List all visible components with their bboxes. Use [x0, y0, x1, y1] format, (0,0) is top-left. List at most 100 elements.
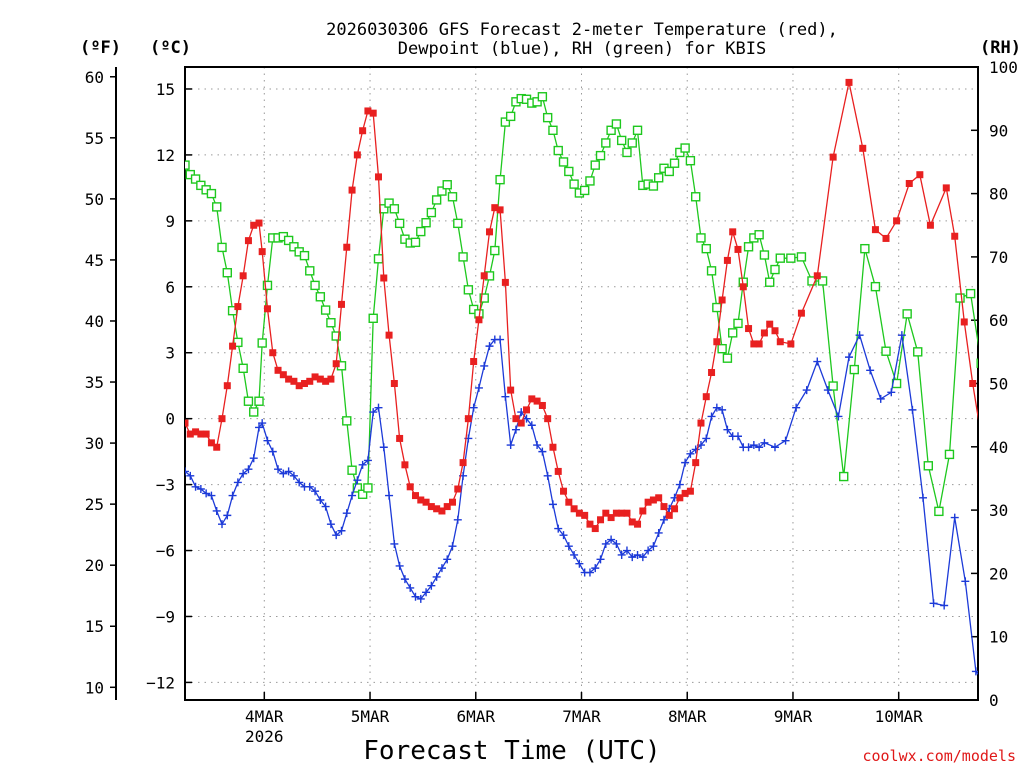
temperature-point	[713, 338, 721, 346]
dewpoint-point	[374, 403, 383, 412]
temperature-point	[311, 373, 319, 381]
dewpoint-point	[348, 491, 357, 500]
temperature-point	[766, 320, 774, 328]
dewpoint-point	[596, 555, 605, 564]
rh-point	[585, 176, 595, 186]
temperature-point	[549, 443, 557, 451]
temperature-point	[218, 415, 226, 423]
dewpoint-point	[866, 366, 875, 375]
temperature-point	[581, 511, 589, 519]
temperature-point	[671, 505, 679, 513]
x-tick-label: 5MAR	[351, 707, 390, 726]
rh-point	[257, 338, 267, 348]
rh-point	[217, 242, 227, 253]
dewpoint-point	[363, 456, 372, 465]
temperature-point	[1001, 479, 1008, 486]
rh-point	[373, 254, 384, 264]
f-tick-label: 55	[85, 129, 104, 148]
dewpoint-point	[400, 575, 409, 584]
credit-link[interactable]: coolwx.com/models	[862, 747, 1016, 765]
temperature-point	[239, 272, 247, 280]
temperature-point	[618, 509, 626, 517]
rh-point	[913, 347, 923, 357]
temperature-point	[401, 461, 409, 469]
rh-point	[669, 158, 680, 168]
temperature-point	[300, 380, 308, 387]
dewpoint-point	[770, 443, 779, 452]
rh-tick-label: 90	[989, 121, 1008, 140]
dewpoint-point	[617, 550, 626, 559]
dewpoint-point	[305, 482, 314, 491]
f-tick-label: 30	[85, 434, 104, 453]
rh-point	[839, 471, 849, 482]
temperature-point	[597, 516, 605, 524]
rh-point	[712, 302, 722, 313]
temperature-point	[916, 171, 924, 179]
c-tick-label: −6	[156, 542, 175, 561]
dewpoint-point	[390, 539, 399, 548]
dewpoint-point	[659, 515, 668, 524]
rh-tick-label: 30	[989, 501, 1008, 520]
rh-point	[212, 202, 222, 212]
rh-point	[595, 150, 606, 161]
rh-point	[796, 252, 807, 262]
dewpoint-point	[202, 489, 211, 498]
temperature-point	[290, 377, 298, 385]
temperature-point	[951, 232, 959, 240]
rh-point	[881, 346, 891, 356]
dewpoint-point	[207, 491, 216, 500]
rh-point	[490, 245, 500, 256]
dewpoint-point	[316, 495, 325, 504]
dewpoint-point	[533, 441, 542, 450]
temperature-point	[623, 509, 631, 517]
rh-point	[786, 253, 796, 263]
dewpoint-point	[813, 357, 822, 366]
temperature-point	[990, 483, 997, 490]
dewpoint-point	[940, 601, 949, 610]
temperature-point	[263, 305, 271, 313]
rh-point	[410, 237, 421, 248]
temperature-point	[544, 415, 552, 423]
temperature-point	[269, 349, 277, 357]
dewpoint-point	[781, 436, 790, 445]
temperature-point	[417, 496, 425, 504]
temperature-point	[607, 514, 615, 522]
temperature-point	[517, 419, 525, 427]
rh-point	[955, 293, 965, 303]
temperature-point	[639, 507, 647, 515]
rh-point	[384, 198, 394, 208]
c-tick-label: −9	[156, 607, 175, 626]
dewpoint-point	[649, 542, 658, 551]
dewpoint-point	[448, 542, 457, 551]
temperature-point	[486, 228, 494, 236]
rh-point	[627, 138, 637, 148]
dewpoint-point	[792, 403, 801, 412]
temperature-point	[396, 434, 404, 442]
rh-point	[537, 92, 548, 102]
rh-point	[500, 117, 511, 127]
series-line	[185, 82, 978, 530]
rh-point	[254, 396, 264, 406]
dewpoint-point	[744, 443, 753, 452]
series-dewpoint	[185, 331, 978, 676]
temperature-point	[708, 369, 716, 377]
rh-point	[416, 226, 426, 237]
rh-point	[368, 313, 378, 324]
rh-point	[765, 277, 775, 287]
rh-point	[421, 218, 431, 228]
temperature-point	[433, 505, 441, 513]
dewpoint-point	[321, 502, 330, 511]
temperature-point	[723, 256, 731, 264]
dewpoint-point	[239, 469, 248, 478]
x-axis-label: Forecast Time (UTC)	[363, 736, 660, 766]
rh-point	[206, 188, 217, 199]
dewpoint-point	[268, 447, 277, 456]
c-tick-label: −3	[156, 476, 175, 495]
dewpoint-point	[185, 467, 189, 476]
rh-point	[722, 353, 733, 363]
rh-point	[706, 266, 717, 276]
temperature-point	[202, 430, 210, 438]
dewpoint-point	[559, 531, 568, 540]
temperature-point	[702, 393, 710, 401]
temperature-point	[475, 316, 483, 324]
